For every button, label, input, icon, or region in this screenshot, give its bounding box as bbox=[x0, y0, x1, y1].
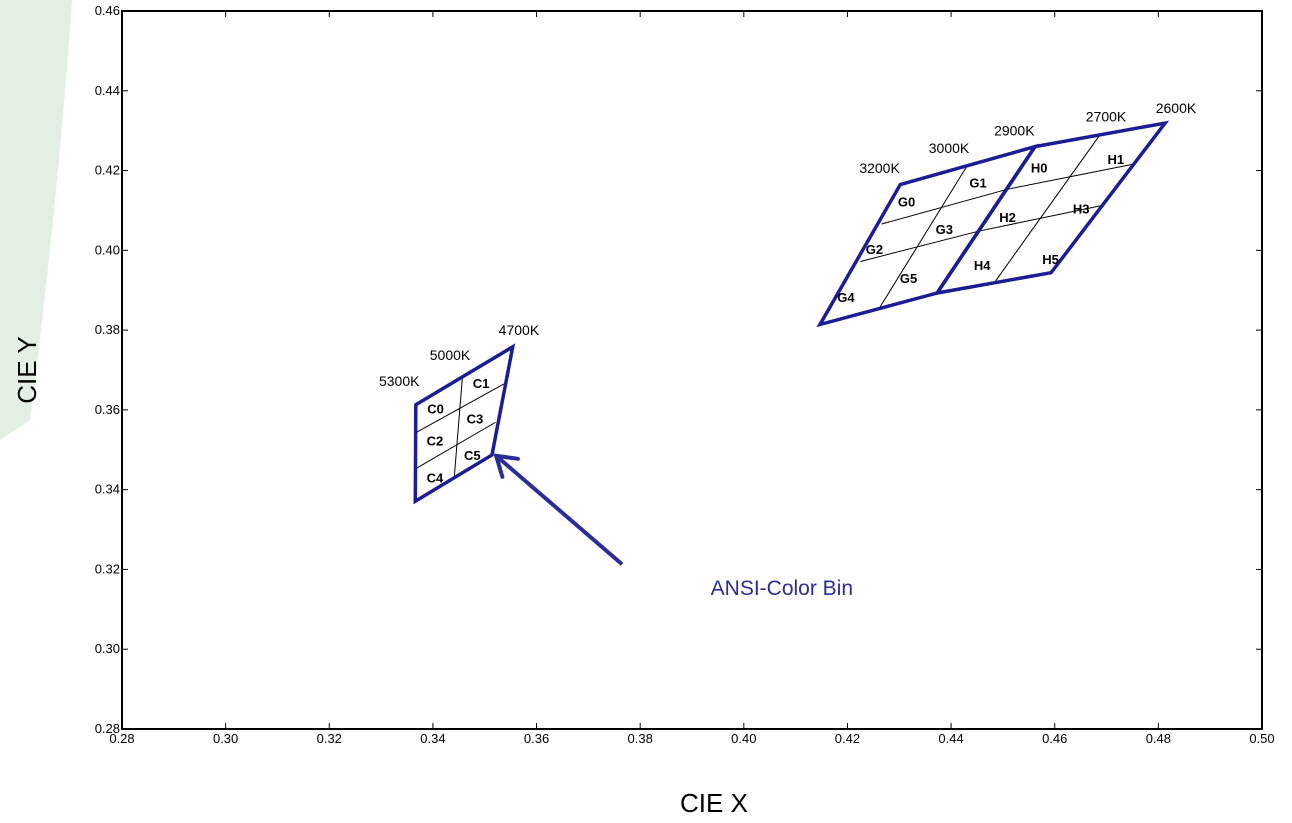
y-tick-label: 0.36 bbox=[95, 402, 120, 417]
bin-label-g5: G5 bbox=[900, 271, 917, 286]
x-tick-label: 0.30 bbox=[213, 731, 238, 746]
bin-quadrangles: C0 C1 C2 C3 C4 C5 5300K 5000K 4700K G0 G1 G2 G3 G4 G5 3… bbox=[379, 100, 1197, 505]
bin-label-c0: C0 bbox=[427, 402, 444, 417]
x-tick-label: 0.42 bbox=[835, 731, 860, 746]
cct-label: 2600K bbox=[1156, 100, 1197, 116]
x-tick-label: 0.48 bbox=[1146, 731, 1171, 746]
cct-label: 2700K bbox=[1086, 108, 1127, 124]
y-tick-label: 0.40 bbox=[95, 242, 120, 257]
bin-label-g1: G1 bbox=[969, 176, 986, 191]
quadrangle-c: C0 C1 C2 C3 C4 C5 5300K 5000K 4700K bbox=[379, 322, 540, 505]
x-tick-label: 0.32 bbox=[317, 731, 342, 746]
bin-label-g4: G4 bbox=[837, 290, 855, 305]
bin-label-h3: H3 bbox=[1073, 201, 1090, 216]
bin-divider-line bbox=[993, 134, 1101, 284]
bin-label-g0: G0 bbox=[898, 194, 915, 209]
bin-divider-line bbox=[415, 421, 496, 470]
x-tick-label: 0.50 bbox=[1249, 731, 1274, 746]
tick-labels: 0.28 0.30 0.32 0.34 0.36 0.38 0.40 0.42 0.44 0.46… bbox=[95, 3, 1275, 746]
annotation-arrow bbox=[494, 454, 624, 566]
y-axis-title: CIE Y bbox=[12, 336, 42, 403]
annotation-text: ANSI-Color Bin bbox=[711, 577, 853, 600]
quadrangle-outline bbox=[413, 343, 516, 505]
background-band bbox=[0, 0, 72, 440]
bin-label-h4: H4 bbox=[974, 258, 991, 273]
bin-label-c4: C4 bbox=[427, 471, 444, 486]
annotation-arrowhead bbox=[493, 453, 520, 479]
bin-label-g3: G3 bbox=[936, 222, 953, 237]
bin-divider-line bbox=[881, 188, 1008, 225]
cct-label: 4700K bbox=[499, 322, 540, 338]
x-tick-label: 0.28 bbox=[109, 731, 134, 746]
y-tick-label: 0.44 bbox=[95, 83, 120, 98]
bin-label-g2: G2 bbox=[866, 242, 883, 257]
bin-label-c3: C3 bbox=[467, 412, 484, 427]
cct-label: 5000K bbox=[430, 347, 471, 363]
cct-label: 2900K bbox=[994, 123, 1035, 139]
bin-label-h2: H2 bbox=[999, 210, 1016, 225]
bin-label-c2: C2 bbox=[427, 434, 444, 449]
x-tick-label: 0.34 bbox=[420, 731, 445, 746]
bin-label-h5: H5 bbox=[1042, 252, 1059, 267]
y-tick-label: 0.38 bbox=[95, 322, 120, 337]
x-tick-label: 0.40 bbox=[731, 731, 756, 746]
cct-label: 3000K bbox=[929, 140, 970, 156]
bin-label-h1: H1 bbox=[1108, 152, 1125, 167]
y-tick-label: 0.30 bbox=[95, 641, 120, 656]
axis-ticks bbox=[121, 10, 1263, 730]
y-tick-label: 0.32 bbox=[95, 561, 120, 576]
bin-divider-line bbox=[879, 165, 968, 309]
x-tick-label: 0.44 bbox=[938, 731, 963, 746]
bin-divider-line bbox=[453, 376, 463, 479]
bin-divider-line bbox=[978, 205, 1102, 232]
bin-label-c5: C5 bbox=[464, 448, 481, 463]
quadrangle-h: H0 H1 H2 H3 H4 H5 2700K 2600K bbox=[933, 100, 1197, 296]
plot-area bbox=[121, 10, 1263, 730]
y-tick-label: 0.28 bbox=[95, 721, 120, 736]
x-tick-label: 0.46 bbox=[1042, 731, 1067, 746]
annotation: ANSI-Color Bin bbox=[493, 453, 853, 600]
bin-label-c1: C1 bbox=[473, 376, 490, 391]
cct-label: 5300K bbox=[379, 373, 420, 389]
cct-label: 3200K bbox=[859, 160, 900, 176]
y-tick-label: 0.34 bbox=[95, 482, 120, 497]
x-tick-label: 0.36 bbox=[524, 731, 549, 746]
bin-divider-line bbox=[1006, 163, 1134, 190]
y-tick-label: 0.46 bbox=[95, 3, 120, 18]
bin-divider-line bbox=[860, 230, 979, 262]
x-tick-label: 0.38 bbox=[628, 731, 653, 746]
bin-divider-line bbox=[415, 383, 505, 434]
x-axis-title: CIE X bbox=[680, 788, 748, 818]
quadrangle-outline bbox=[933, 120, 1170, 296]
y-tick-label: 0.42 bbox=[95, 163, 120, 178]
bin-label-h0: H0 bbox=[1031, 160, 1048, 175]
